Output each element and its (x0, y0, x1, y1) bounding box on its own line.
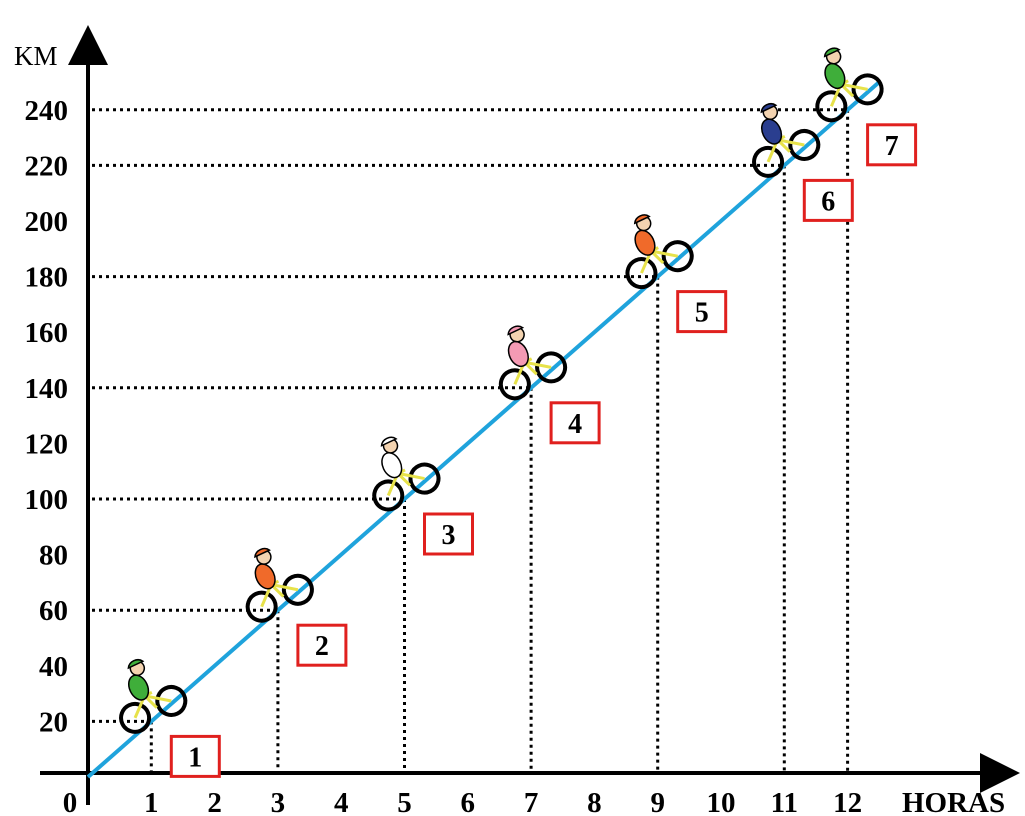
point-box-label: 3 (442, 520, 456, 551)
point-box (296, 623, 348, 667)
y-tick-labels: 20 40 60 80 100 120 140 160 180 200 220 240 (25, 95, 69, 739)
x-tick-labels: 1 2 3 4 5 6 7 8 9 10 11 12 (144, 787, 862, 816)
point-box-label: 6 (821, 186, 835, 217)
point-box-label: 1 (188, 742, 202, 773)
x-tick-label: 5 (397, 787, 412, 816)
y-tick-label: 120 (25, 428, 69, 460)
x-tick-label: 10 (707, 787, 736, 816)
guide-lines (92, 108, 850, 771)
y-tick-label: 180 (25, 262, 69, 294)
point-box (169, 734, 221, 778)
x-tick-label: 1 (144, 787, 159, 816)
y-tick-label: 240 (25, 95, 69, 127)
x-tick-label: 4 (334, 787, 349, 816)
x-tick-label: 6 (461, 787, 476, 816)
point-box (549, 401, 601, 445)
cyclist-icon (245, 547, 314, 623)
y-axis-title: KM (14, 41, 58, 71)
cyclist-icon (815, 47, 884, 123)
cyclists (119, 47, 884, 734)
cyclist-icon (625, 214, 694, 290)
point-box-label: 5 (695, 298, 709, 329)
x-tick-label: 11 (771, 787, 798, 816)
y-tick-label: 160 (25, 317, 69, 349)
y-tick-label: 40 (39, 651, 68, 683)
point-box (423, 512, 474, 556)
y-tick-label: 140 (25, 373, 69, 405)
x-tick-label: 12 (833, 787, 862, 816)
point-box (676, 290, 728, 334)
y-tick-label: 80 (39, 540, 68, 572)
x-axis-title: HORAS (902, 787, 1005, 816)
point-box-label: 2 (315, 631, 329, 662)
cyclist-icon (372, 436, 441, 512)
point-box-label: 7 (885, 131, 899, 162)
y-tick-label: 60 (39, 595, 68, 627)
x-tick-label: 9 (650, 787, 665, 816)
y-tick-label: 100 (25, 484, 69, 516)
y-tick-label: 220 (25, 150, 69, 182)
cyclist-icon (752, 103, 821, 178)
origin-label: 0 (63, 787, 78, 816)
cyclist-icon (498, 325, 568, 401)
point-boxes: 1 2 3 4 5 6 7 (169, 123, 918, 778)
x-tick-label: 2 (207, 787, 222, 816)
x-tick-label: 8 (587, 787, 602, 816)
series-line (86, 80, 881, 779)
point-box-label: 4 (568, 409, 582, 440)
y-tick-label: 200 (25, 206, 69, 238)
y-tick-label: 20 (39, 706, 68, 738)
x-tick-label: 7 (524, 787, 539, 816)
x-tick-label: 3 (271, 787, 286, 816)
point-box (866, 123, 918, 167)
cyclist-icon (119, 659, 188, 734)
point-box (802, 178, 854, 222)
